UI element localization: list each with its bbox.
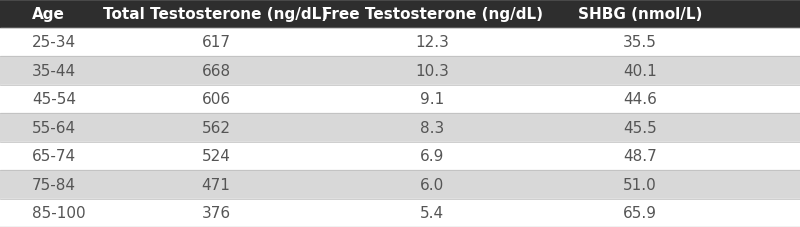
Text: 5.4: 5.4 <box>420 205 444 220</box>
Text: 65-74: 65-74 <box>32 149 76 163</box>
Bar <box>0 142 800 170</box>
Text: 55-64: 55-64 <box>32 120 76 135</box>
Text: 35-44: 35-44 <box>32 64 76 78</box>
Text: 471: 471 <box>202 177 230 192</box>
Text: 40.1: 40.1 <box>623 64 657 78</box>
Bar <box>0 85 800 114</box>
Bar <box>0 114 800 142</box>
Text: 12.3: 12.3 <box>415 35 449 50</box>
Text: 45.5: 45.5 <box>623 120 657 135</box>
Text: 65.9: 65.9 <box>623 205 657 220</box>
Text: Total Testosterone (ng/dL): Total Testosterone (ng/dL) <box>103 7 329 22</box>
Text: 10.3: 10.3 <box>415 64 449 78</box>
Text: 44.6: 44.6 <box>623 92 657 107</box>
Bar <box>0 57 800 85</box>
Text: 51.0: 51.0 <box>623 177 657 192</box>
Text: 376: 376 <box>202 205 230 220</box>
Bar <box>0 28 800 57</box>
Bar <box>0 199 800 227</box>
Bar <box>0 0 800 28</box>
Text: 25-34: 25-34 <box>32 35 76 50</box>
Text: 562: 562 <box>202 120 230 135</box>
Text: 668: 668 <box>202 64 230 78</box>
Text: 9.1: 9.1 <box>420 92 444 107</box>
Text: Free Testosterone (ng/dL): Free Testosterone (ng/dL) <box>322 7 542 22</box>
Text: 8.3: 8.3 <box>420 120 444 135</box>
Text: SHBG (nmol/L): SHBG (nmol/L) <box>578 7 702 22</box>
Text: 524: 524 <box>202 149 230 163</box>
Text: 35.5: 35.5 <box>623 35 657 50</box>
Text: 6.0: 6.0 <box>420 177 444 192</box>
Text: 75-84: 75-84 <box>32 177 76 192</box>
Text: 606: 606 <box>202 92 230 107</box>
Text: Age: Age <box>32 7 65 22</box>
Text: 617: 617 <box>202 35 230 50</box>
Text: 6.9: 6.9 <box>420 149 444 163</box>
Bar <box>0 170 800 199</box>
Text: 85-100: 85-100 <box>32 205 86 220</box>
Text: 45-54: 45-54 <box>32 92 76 107</box>
Text: 48.7: 48.7 <box>623 149 657 163</box>
